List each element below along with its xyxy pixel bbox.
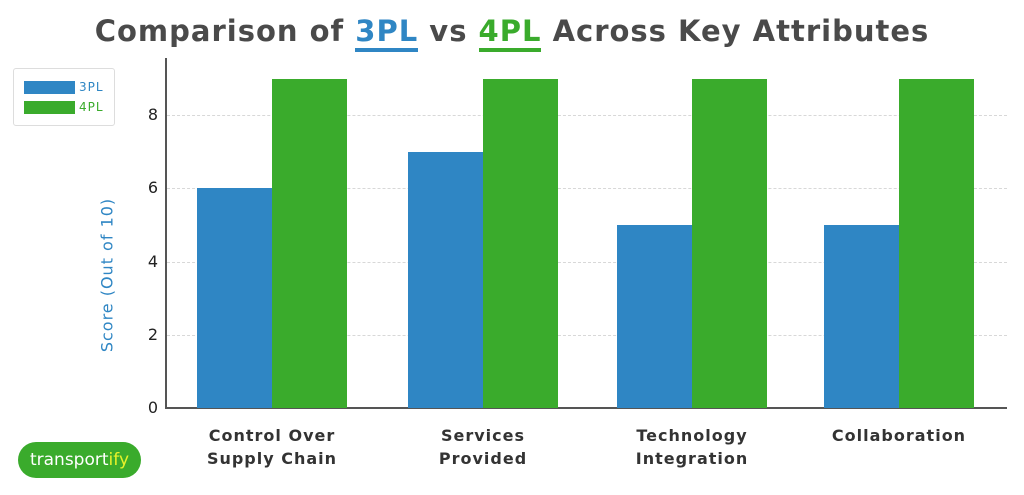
legend-label-3pl: 3PL bbox=[79, 80, 104, 94]
y-tick-label: 0 bbox=[147, 398, 158, 417]
x-category-line: Control Over bbox=[208, 426, 336, 445]
legend-swatch-3pl bbox=[24, 80, 75, 94]
y-tick-label: 2 bbox=[147, 324, 158, 344]
x-axis bbox=[165, 407, 1007, 409]
x-category-line: Supply Chain bbox=[206, 449, 338, 468]
legend-label-4pl: 4PL bbox=[79, 100, 104, 114]
x-category-line: Integration bbox=[635, 449, 749, 468]
x-category-line: Collaboration bbox=[831, 426, 967, 445]
title-prefix: Comparison of bbox=[94, 14, 356, 48]
bar-3pl bbox=[824, 225, 899, 408]
logo-text: transport bbox=[29, 450, 109, 470]
legend-swatch-4pl bbox=[24, 100, 75, 114]
gridline bbox=[167, 188, 1007, 190]
bar-3pl bbox=[617, 225, 692, 408]
bar-3pl bbox=[197, 188, 272, 408]
x-category-line: Services bbox=[440, 426, 526, 445]
bar-4pl bbox=[483, 78, 558, 408]
x-category-line: Provided bbox=[438, 449, 528, 468]
bar-4pl bbox=[692, 78, 767, 408]
legend-item-4pl: 4PL bbox=[24, 100, 104, 114]
bar-4pl bbox=[272, 78, 347, 408]
title-mid: vs bbox=[418, 14, 479, 48]
y-axis bbox=[165, 58, 167, 409]
x-category-label: Control Over Supply Chain bbox=[182, 424, 362, 470]
x-category-label: Technology Integration bbox=[602, 424, 782, 470]
bar-4pl bbox=[899, 78, 974, 408]
logo-accent: ify bbox=[108, 450, 130, 470]
y-tick-label: 6 bbox=[147, 178, 158, 198]
bar-3pl bbox=[408, 151, 483, 408]
gridline bbox=[167, 334, 1007, 336]
gridline bbox=[167, 261, 1007, 263]
transportify-logo: transport ify bbox=[18, 442, 141, 478]
title-suffix: Across Key Attributes bbox=[541, 14, 930, 48]
x-category-label: Services Provided bbox=[393, 424, 573, 470]
gridline bbox=[167, 115, 1007, 117]
x-category-line: Technology bbox=[636, 426, 748, 445]
y-tick-label: 8 bbox=[147, 105, 158, 125]
title-4pl: 4PL bbox=[478, 14, 542, 52]
y-axis-label: Score (Out of 10) bbox=[97, 197, 117, 353]
title-3pl: 3PL bbox=[355, 14, 419, 52]
legend-item-3pl: 3PL bbox=[24, 80, 104, 94]
y-tick-label: 4 bbox=[147, 251, 158, 271]
x-category-label: Collaboration bbox=[809, 424, 989, 447]
chart-title: Comparison of 3PL vs 4PL Across Key Attr… bbox=[0, 14, 1024, 52]
legend: 3PL 4PL bbox=[13, 68, 115, 126]
